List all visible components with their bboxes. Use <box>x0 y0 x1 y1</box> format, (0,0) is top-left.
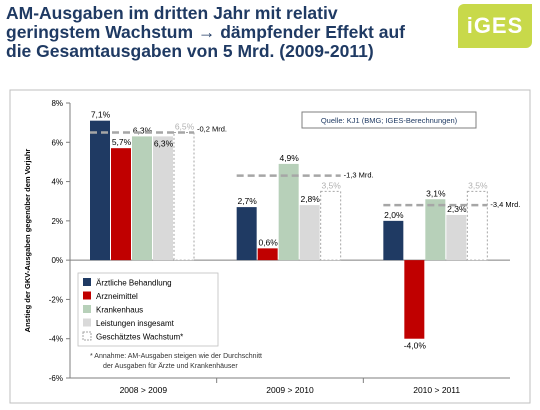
bar-1-1 <box>257 248 278 261</box>
gap-label-0: -0,2 Mrd. <box>197 124 227 133</box>
iges-logo: iGES <box>458 4 532 48</box>
bar-2-2 <box>425 199 446 261</box>
data-label-0-1: 2,7% <box>237 196 257 206</box>
data-label-1-0: 5,7% <box>112 137 132 147</box>
bar-0-1 <box>236 207 257 261</box>
title-line-2: geringstem Wachstum → dämpfender Effekt … <box>6 22 405 42</box>
legend-label-2: Krankenhaus <box>96 306 143 315</box>
y-tick-label: 6% <box>51 138 63 147</box>
title-line-1: AM-Ausgaben im dritten Jahr mit relativ <box>6 3 338 23</box>
data-label-2-0: 6,3% <box>133 125 153 135</box>
data-label-2-2: 3,1% <box>426 188 446 198</box>
legend-swatch-4 <box>82 331 92 341</box>
chart-container: 8% 6% 4% 2% 0% -2% -4% -6% Anstieg der GKV-Ausga… <box>0 88 540 405</box>
y-axis-label: Anstieg der GKV-Ausgaben gegenüber dem V… <box>23 149 32 333</box>
title-line-3: die Gesamtausgaben von 5 Mrd. (2009-2011… <box>6 41 374 61</box>
data-label-1-2: -4,0% <box>404 341 427 351</box>
y-tick-label: 0% <box>51 256 63 265</box>
x-tick-label: 2009 > 2010 <box>266 385 314 395</box>
legend-swatch-3 <box>83 318 91 327</box>
legend-box <box>77 272 219 347</box>
logo-text: iGES <box>466 13 524 38</box>
x-tick-label: 2010 > 2011 <box>413 385 460 395</box>
legend-swatch-0 <box>83 278 91 286</box>
data-label-4-0: 6,5% <box>175 121 195 131</box>
bar-3-1 <box>299 205 320 261</box>
footnote-line-2: der Ausgaben für Ärzte und Krankenhäuser <box>103 362 238 370</box>
gap-label-1: -1,3 Mrd. <box>344 171 374 180</box>
x-tick-label: 2008 > 2009 <box>120 385 168 395</box>
legend-swatch-1 <box>83 291 91 300</box>
bar-2-0 <box>132 136 152 261</box>
bar-0-2 <box>383 220 404 261</box>
y-tick-label: 8% <box>51 99 63 108</box>
data-label-3-1: 2,8% <box>300 194 320 204</box>
bar-1-2 <box>404 260 425 339</box>
data-label-0-0: 7,1% <box>91 110 111 120</box>
data-label-1-1: 0,6% <box>258 237 278 247</box>
bar-chart: 8% 6% 4% 2% 0% -2% -4% -6% Anstieg der GKV-Ausga… <box>9 89 531 404</box>
y-tick-label: -6% <box>49 374 63 383</box>
bar-0-0 <box>90 120 110 261</box>
bar-4-2 <box>466 190 488 261</box>
legend-label-0: Ärztliche Behandlung <box>96 279 172 288</box>
data-label-3-0: 6,3% <box>154 138 174 148</box>
data-label-0-2: 2,0% <box>384 210 404 220</box>
bar-3-2 <box>446 214 467 261</box>
bar-2-1 <box>278 163 299 261</box>
page-title: AM-Ausgaben im dritten Jahr mit relativ … <box>6 4 446 61</box>
source-box <box>301 111 477 129</box>
legend-label-3: Leistungen insgesamt <box>96 319 175 328</box>
footnote-line-1: * Annahme: AM-Ausgaben steigen wie der D… <box>90 353 262 360</box>
legend-label-4: Geschätztes Wachstum* <box>96 333 183 342</box>
source-text: Quelle: KJ1 (BMG; IGES-Berechnungen) <box>321 116 458 125</box>
legend-swatch-2 <box>83 305 91 313</box>
y-tick-label: 4% <box>51 178 63 187</box>
y-tick-label: 2% <box>51 217 63 226</box>
gap-label-2: -3,4 Mrd. <box>490 200 520 209</box>
legend-label-1: Arzneimittel <box>96 292 138 301</box>
data-label-4-1: 3,5% <box>321 180 341 190</box>
data-label-3-2: 2,3% <box>447 204 467 214</box>
bar-4-1 <box>320 190 342 261</box>
y-tick-label: -2% <box>49 295 63 304</box>
data-label-2-1: 4,9% <box>279 153 299 163</box>
y-tick-label: -4% <box>49 335 63 344</box>
bar-1-0 <box>111 148 131 261</box>
bar-3-0 <box>153 136 173 261</box>
bar-4-0 <box>173 131 195 261</box>
data-label-4-2: 3,5% <box>468 180 488 190</box>
